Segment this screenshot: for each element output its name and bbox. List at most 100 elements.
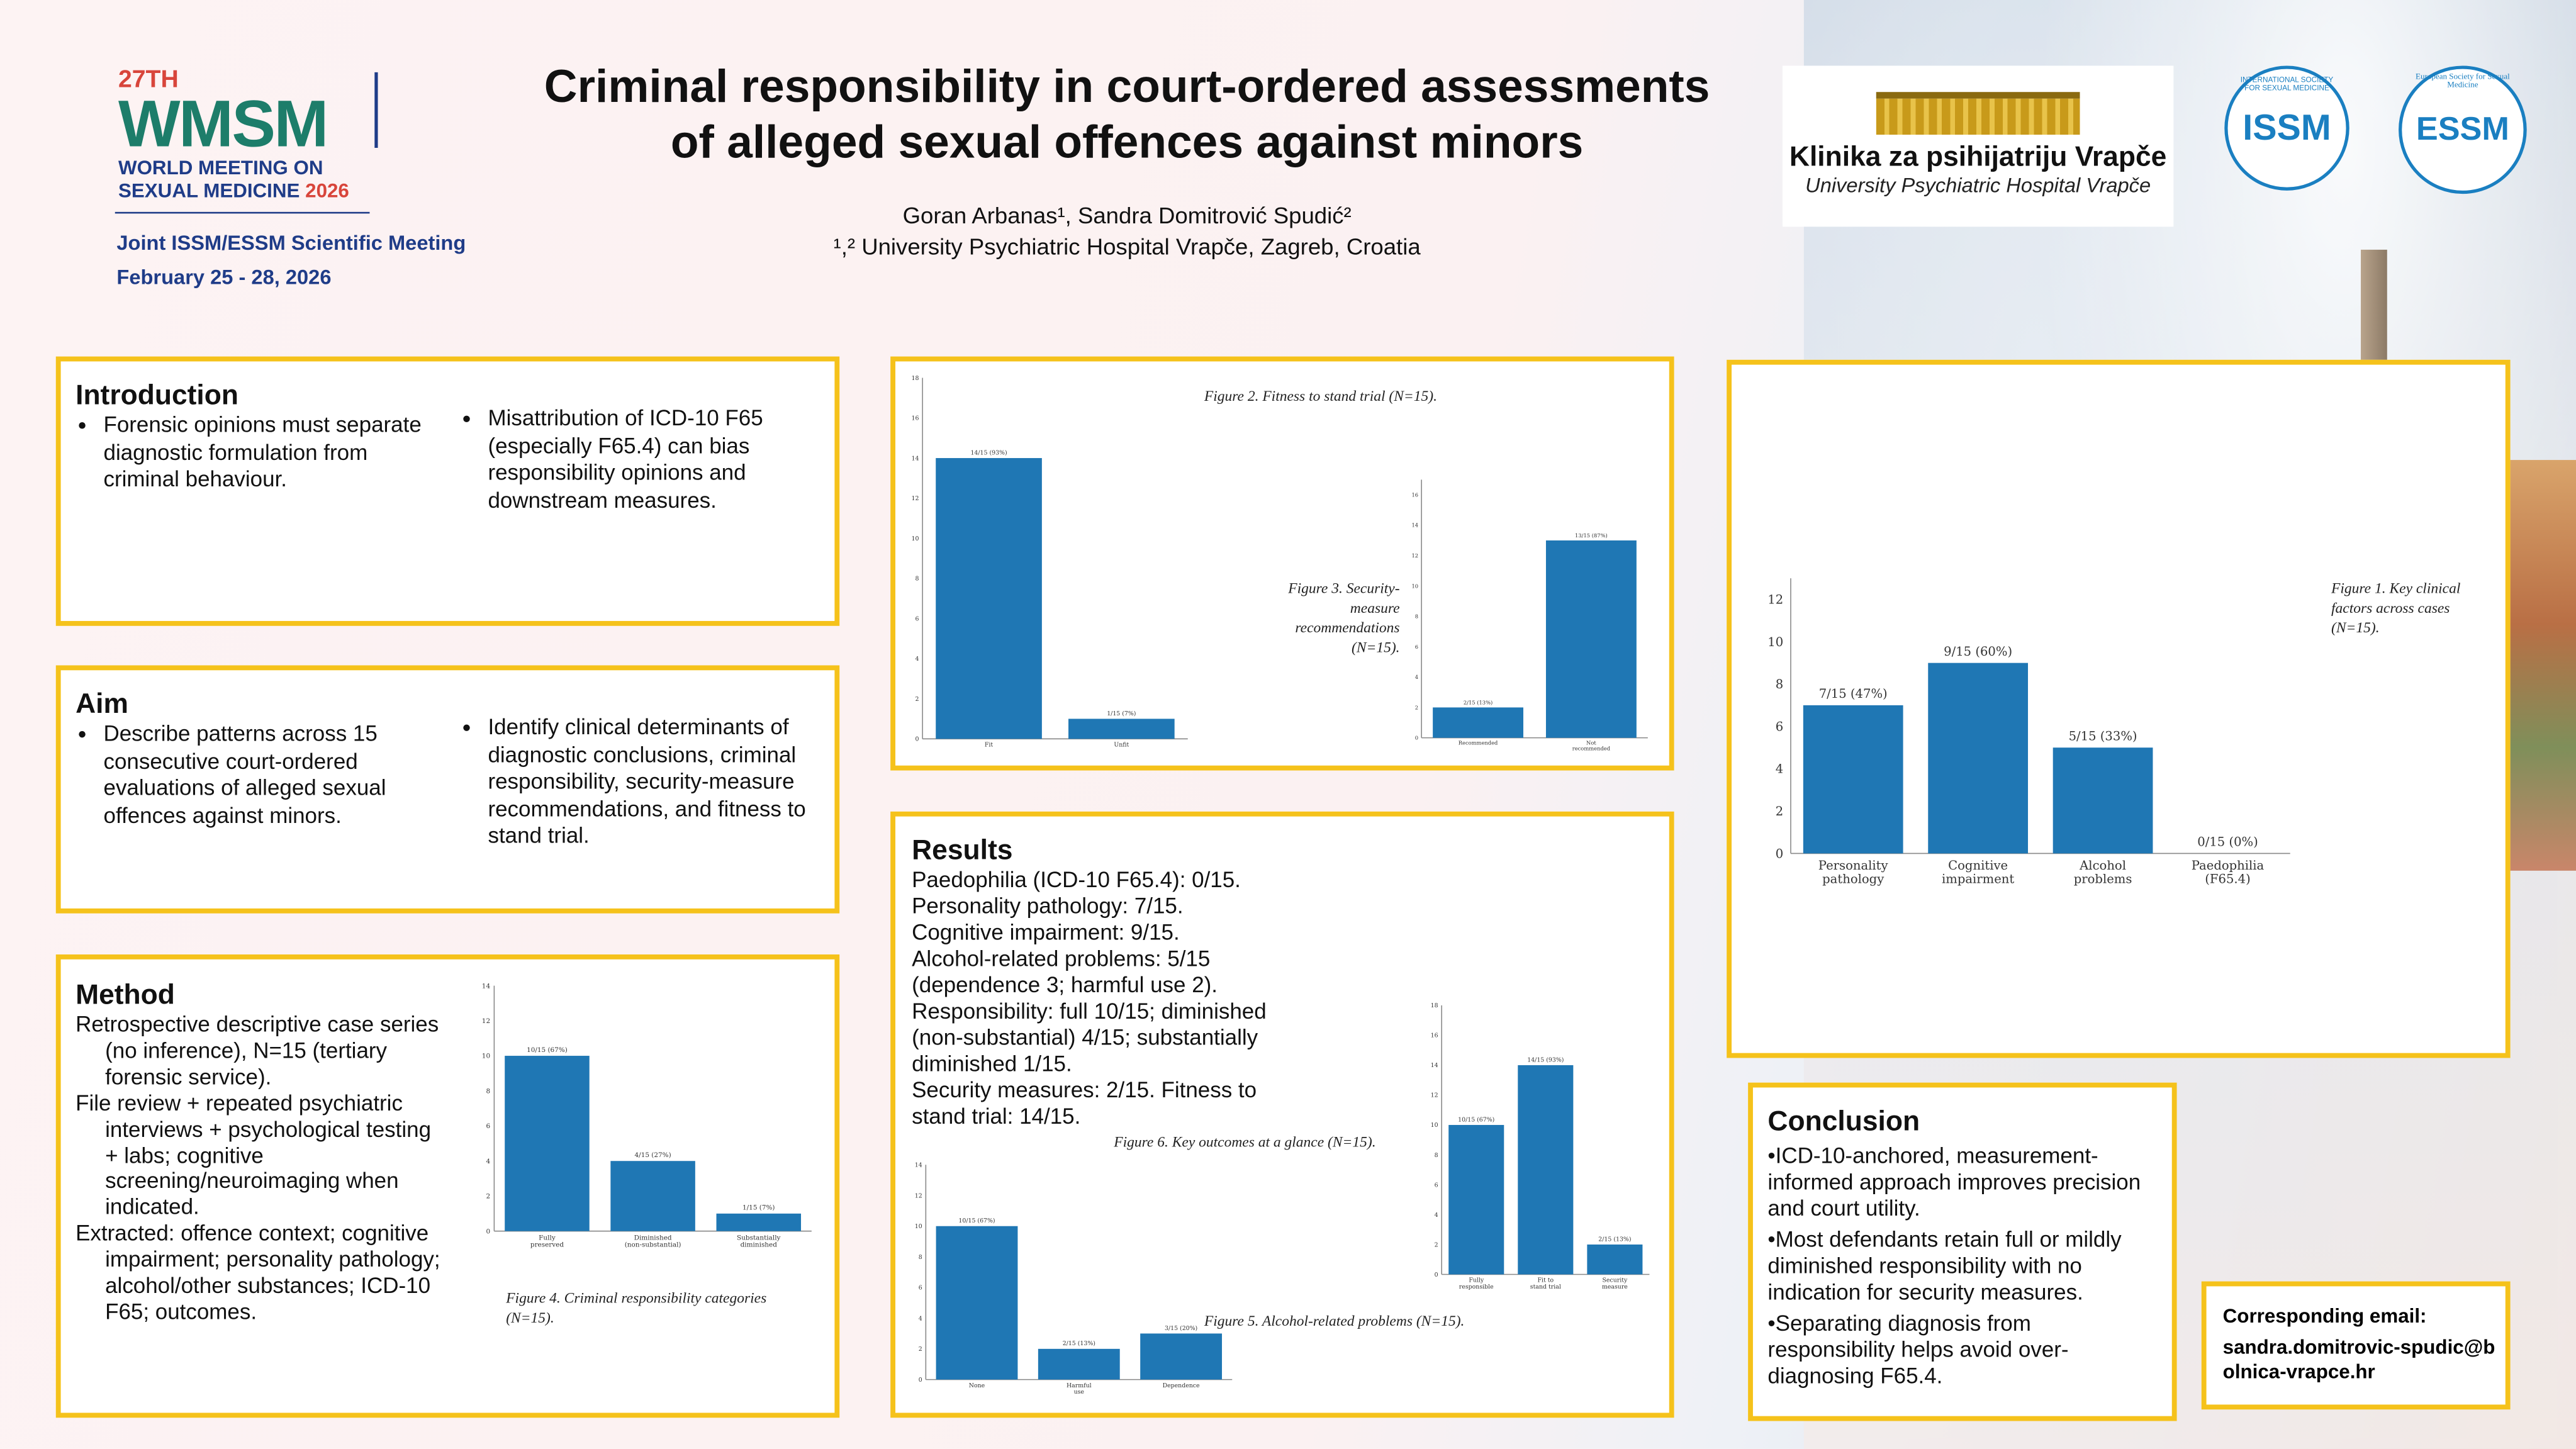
aim-panel: Aim Describe patterns across 15 consecut…	[55, 665, 840, 914]
title-line-1: Criminal responsibility in court-ordered…	[544, 60, 1710, 112]
x-tick-label: Substantially	[737, 1234, 780, 1241]
result-line: Paedophilia (ICD-10 F65.4): 0/15.	[912, 867, 1241, 892]
y-tick-label: 0	[1415, 735, 1418, 741]
y-tick-label: 12	[482, 1017, 490, 1025]
x-tick-label: problems	[2074, 871, 2132, 886]
y-tick-label: 10	[912, 535, 919, 542]
bar-value-label: 2/15 (13%)	[1598, 1236, 1631, 1243]
bar-value-label: 0/15 (0%)	[2197, 835, 2258, 849]
x-tick-label: Alcohol	[2079, 858, 2126, 873]
chart-svg: 0 2 4 6 8 10 12 14 16 2/15 (13%) Recommended 13/15 …	[1412, 479, 1648, 752]
result-line: Cognitive impairment: 9/15.	[912, 920, 1180, 945]
x-tick-label: Fully	[539, 1234, 556, 1241]
figure-3-caption: Figure 3. Security-measure recommendatio…	[1288, 579, 1400, 656]
x-tick-label: recommended	[1572, 746, 1611, 752]
y-tick-label: 0	[916, 736, 919, 743]
method-heading: Method	[76, 979, 175, 1010]
x-tick-label: Not	[1586, 740, 1596, 746]
result-line: Security measures: 2/15. Fitness to stan…	[912, 1077, 1257, 1129]
method-paragraph: Retrospective descriptive case series (n…	[76, 1012, 439, 1089]
bar	[2052, 747, 2153, 854]
aim-point: Identify clinical determinants of diagno…	[488, 715, 832, 851]
result-line: Personality pathology: 7/15.	[912, 893, 1184, 919]
bar	[505, 1056, 590, 1231]
y-tick-label: 8	[1435, 1152, 1438, 1159]
title-line-2: of alleged sexual offences against minor…	[670, 116, 1584, 168]
y-tick-label: 6	[916, 615, 919, 622]
bar-value-label: 14/15 (93%)	[1527, 1056, 1564, 1063]
y-tick-label: 4	[1415, 674, 1418, 680]
author-block: Goran Arbanas¹, Sandra Domitrović Spudić…	[493, 201, 1761, 263]
y-tick-label: 2	[919, 1346, 922, 1353]
x-tick-label: Security	[1602, 1277, 1628, 1284]
x-tick-label: stand trial	[1530, 1284, 1561, 1290]
conclusion-point: •Separating diagnosis from responsibilit…	[1767, 1311, 2069, 1389]
x-tick-label: Paedophilia	[2192, 858, 2265, 873]
y-tick-label: 10	[1767, 635, 1783, 649]
x-tick-label: Fit to	[1537, 1277, 1554, 1284]
hospital-name: Klinika za psihijatriju Vrapče	[1789, 141, 2167, 173]
figure-4-caption: Figure 4. Criminal responsibility catego…	[506, 1289, 767, 1326]
results-heading: Results	[912, 834, 1013, 866]
y-tick-label: 14	[912, 455, 919, 462]
contact-email[interactable]: sandra.domitrovic-spudic@bolnica-vrapce.…	[2222, 1335, 2495, 1384]
y-tick-label: 4	[486, 1158, 490, 1165]
y-tick-label: 12	[912, 495, 919, 502]
bar-value-label: 9/15 (60%)	[1944, 644, 2012, 659]
y-tick-label: 14	[1431, 1062, 1438, 1069]
bar	[1518, 1065, 1574, 1275]
bar	[1140, 1333, 1223, 1380]
x-tick-label: None	[969, 1382, 985, 1389]
poster-title: Criminal responsibility in court-ordered…	[493, 59, 1761, 171]
bar-value-label: 3/15 (20%)	[1165, 1325, 1197, 1332]
bar	[1448, 1124, 1504, 1275]
bar-value-label: 2/15 (13%)	[1063, 1340, 1095, 1347]
introduction-panel: Introduction Forensic opinions must sepa…	[55, 356, 840, 626]
y-tick-label: 8	[919, 1254, 922, 1261]
bar-value-label: 1/15 (7%)	[1107, 710, 1136, 717]
aim-heading: Aim	[76, 688, 128, 720]
y-tick-label: 6	[1435, 1182, 1438, 1189]
hospital-logo: Klinika za psihijatriju Vrapče Universit…	[1782, 65, 2174, 227]
contact-label: Corresponding email:	[2222, 1304, 2427, 1328]
figure-2-caption: Figure 2. Fitness to stand trial (N=15).	[1204, 388, 1437, 405]
result-line: Alcohol-related problems: 5/15 (dependen…	[912, 946, 1218, 997]
y-tick-label: 4	[916, 656, 919, 663]
issm-logo: ISSM INTERNATIONAL SOCIETY FOR SEXUAL ME…	[2224, 65, 2349, 191]
x-tick-label: Cognitive	[1948, 858, 2008, 873]
essm-logo: ESSM European Society for Sexual Medicin…	[2399, 65, 2527, 194]
bar	[716, 1213, 802, 1231]
conference-logo: 27TH WMSM WORLD MEETING ON SEXUAL MEDICI…	[115, 65, 463, 214]
introduction-point: Misattribution of ICD-10 F65 (especially…	[488, 406, 827, 515]
meeting-name: Joint ISSM/ESSM Scientific Meeting	[116, 232, 466, 255]
y-tick-label: 14	[482, 982, 491, 990]
essm-logo-ring: European Society for Sexual Medicine	[2416, 74, 2510, 91]
figure-5-caption: Figure 5. Alcohol-related problems (N=15…	[1204, 1312, 1465, 1329]
y-tick-label: 0	[919, 1377, 922, 1384]
y-tick-label: 8	[1415, 613, 1418, 620]
y-tick-label: 12	[1412, 552, 1419, 559]
hospital-building-icon	[1876, 92, 2080, 135]
x-tick-label: Personality	[1818, 858, 1888, 873]
affiliation: ¹,² University Psychiatric Hospital Vrap…	[833, 233, 1421, 260]
authors: Goran Arbanas¹, Sandra Domitrović Spudić…	[902, 202, 1352, 228]
bar	[1545, 540, 1637, 738]
y-tick-label: 0	[1776, 846, 1783, 861]
aim-point: Describe patterns across 15 consecutive …	[103, 721, 427, 830]
conclusion-point: •ICD-10-anchored, measurement-informed a…	[1767, 1143, 2141, 1221]
y-tick-label: 0	[1435, 1272, 1438, 1278]
y-tick-label: 2	[1776, 804, 1783, 819]
logo-line2-text: SEXUAL MEDICINE	[118, 179, 300, 203]
bar	[1928, 663, 2029, 854]
logo-line2: SEXUAL MEDICINE 2026	[118, 179, 463, 203]
bar	[1038, 1348, 1120, 1380]
y-tick-label: 6	[486, 1122, 490, 1130]
x-tick-label: diminished	[741, 1241, 778, 1249]
y-tick-label: 4	[1776, 762, 1783, 776]
chart-svg: 0 2 4 6 8 10 12 14 16 18 10/15 (67%) Fullyresponsib…	[1431, 1002, 1650, 1290]
conclusion-heading: Conclusion	[1767, 1105, 1920, 1137]
y-tick-label: 10	[482, 1053, 490, 1060]
result-line: Responsibility: full 10/15; diminished (…	[912, 999, 1267, 1077]
